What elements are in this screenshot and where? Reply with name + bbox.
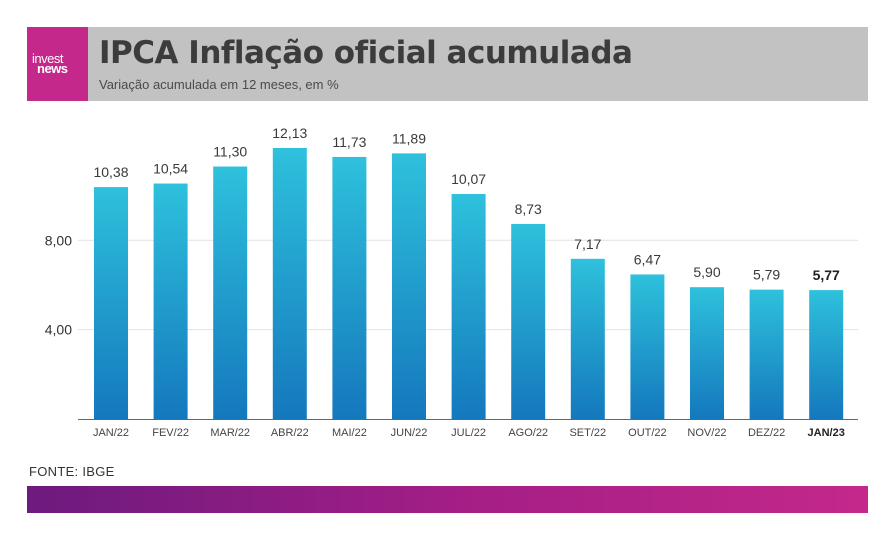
x-axis: JAN/22 FEV/22 MAR/22 ABR/22 MAI/22 JUN/22 JUL/… — [78, 419, 858, 439]
data-label: 10,07 — [451, 171, 486, 187]
y-axis: 4,00 8,00 — [45, 232, 72, 337]
source-note: FONTE: IBGE — [29, 464, 115, 479]
data-label: 5,77 — [813, 267, 840, 283]
y-tick-label: 8,00 — [45, 232, 72, 248]
x-tick-label: NOV/22 — [687, 427, 726, 439]
data-label: 7,17 — [574, 236, 601, 252]
x-tick-label: AGO/22 — [508, 427, 548, 439]
data-label: 8,73 — [515, 201, 542, 217]
value-labels: 10,38 10,54 11,30 12,13 11,73 11,89 10,07 8,73 7… — [93, 125, 840, 283]
chart-subtitle: Variação acumulada em 12 meses, em % — [99, 77, 339, 92]
x-tick-label: JAN/23 — [808, 427, 845, 439]
chart-title: IPCA Inflação oficial acumulada — [99, 35, 633, 71]
x-tick-label: JUN/22 — [391, 427, 428, 439]
bar — [511, 223, 546, 419]
bar — [570, 258, 605, 419]
investnews-logo: invest news — [27, 27, 88, 101]
data-label: 10,54 — [153, 161, 188, 177]
footer-gradient-bar — [27, 486, 868, 513]
bar — [809, 290, 844, 419]
data-label: 11,73 — [332, 134, 366, 150]
bar — [451, 194, 486, 419]
data-label: 6,47 — [634, 251, 661, 267]
x-tick-label: MAI/22 — [332, 427, 367, 439]
x-tick-label: OUT/22 — [628, 427, 667, 439]
x-tick-label: ABR/22 — [271, 427, 309, 439]
data-label: 10,38 — [93, 164, 128, 180]
bar — [94, 187, 128, 419]
bars — [94, 148, 844, 419]
x-tick-label: MAR/22 — [210, 427, 250, 439]
x-tick-label: SET/22 — [569, 427, 606, 439]
data-label: 12,13 — [272, 125, 307, 141]
x-tick-label: JAN/22 — [93, 427, 129, 439]
logo-text-news: news — [37, 61, 68, 76]
data-label: 5,90 — [693, 264, 720, 280]
bar — [272, 148, 307, 419]
data-label: 5,79 — [753, 267, 780, 283]
bar — [213, 166, 248, 419]
y-tick-label: 4,00 — [45, 322, 72, 338]
bar — [630, 274, 665, 419]
bar — [332, 156, 367, 419]
x-tick-label: JUL/22 — [451, 427, 486, 439]
bar — [153, 183, 188, 419]
chart-header: invest news IPCA Inflação oficial acumul… — [27, 27, 868, 101]
x-tick-label: DEZ/22 — [748, 427, 785, 439]
logo-text-invest: invest — [32, 51, 63, 66]
data-label: 11,89 — [392, 130, 426, 146]
x-tick-label: FEV/22 — [152, 427, 189, 439]
bar — [690, 287, 724, 419]
bar — [749, 289, 784, 419]
data-label: 11,30 — [213, 144, 247, 160]
bar — [392, 153, 426, 419]
